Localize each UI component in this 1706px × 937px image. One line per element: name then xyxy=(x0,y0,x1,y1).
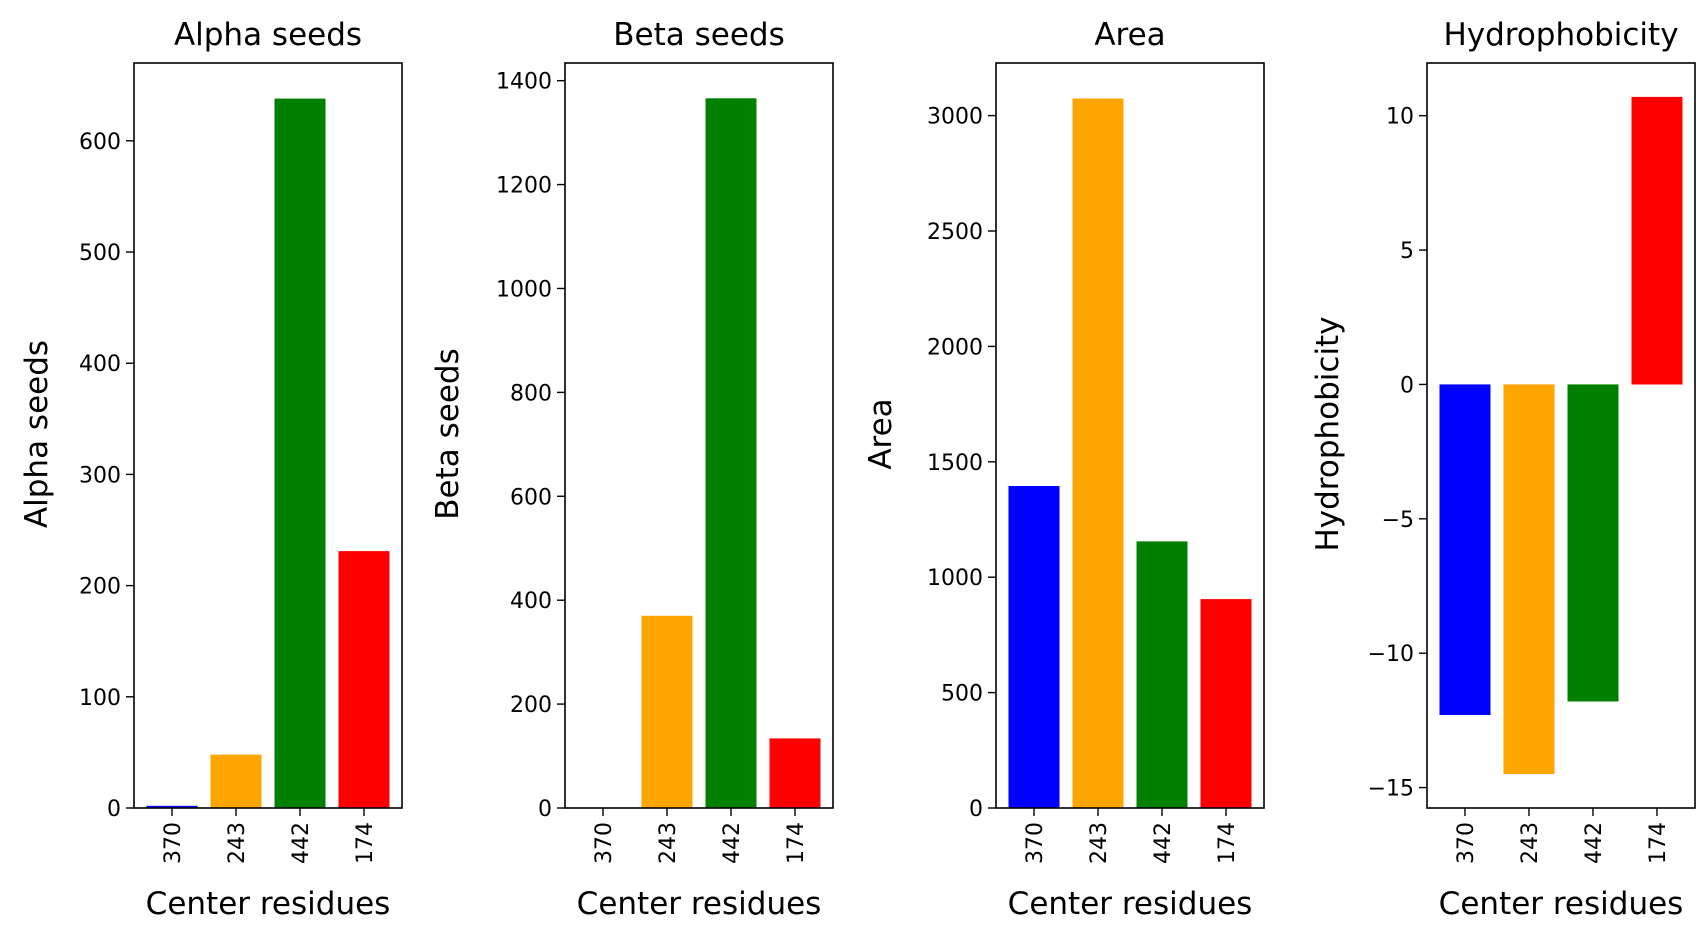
x-tick-label: 370 xyxy=(1454,822,1479,864)
bar-243 xyxy=(1072,98,1124,808)
y-tick-label: 1200 xyxy=(496,174,552,199)
bar-370 xyxy=(1439,384,1491,715)
y-tick-label: 10 xyxy=(1386,105,1414,130)
x-ticks: 370 243 442 174 xyxy=(1454,808,1671,864)
plot-frame xyxy=(1426,62,1696,809)
y-tick-label: 600 xyxy=(510,485,552,510)
subplot-hydrophobicity: Hydrophobicity Hydrophobicity Center res… xyxy=(1310,17,1696,922)
y-tick-label: 200 xyxy=(79,575,121,600)
bar-442 xyxy=(1136,541,1188,808)
y-tick-label: 2000 xyxy=(927,335,983,360)
bar-442 xyxy=(705,98,757,809)
x-ticks: 370 243 442 174 xyxy=(161,808,378,864)
y-ticks: 0 200 400 600 800 1000 1200 1400 xyxy=(496,70,565,822)
x-tick-label: 442 xyxy=(289,822,314,864)
y-ticks: 0 100 200 300 400 500 600 xyxy=(79,130,134,822)
x-axis-label: Center residues xyxy=(1439,886,1684,922)
y-ticks: 0 500 1000 1500 2000 2500 3000 xyxy=(927,105,996,822)
bar-174 xyxy=(1631,96,1683,385)
y-tick-label: −10 xyxy=(1368,642,1414,667)
subplot-title: Alpha seeds xyxy=(174,17,362,53)
bar-group xyxy=(1439,96,1683,775)
y-tick-label: 1500 xyxy=(927,451,983,476)
y-ticks: −15 −10 −5 0 5 10 xyxy=(1368,105,1427,802)
y-tick-label: 0 xyxy=(107,797,121,822)
y-axis-label: Alpha seeds xyxy=(19,340,55,528)
x-tick-label: 442 xyxy=(1151,822,1176,864)
x-tick-label: 442 xyxy=(1582,822,1607,864)
plot-frame xyxy=(133,62,403,809)
x-ticks: 370 243 442 174 xyxy=(592,808,809,864)
y-tick-label: 400 xyxy=(79,352,121,377)
y-tick-label: −15 xyxy=(1368,777,1414,802)
x-tick-label: 370 xyxy=(161,822,186,864)
subplot-title: Beta seeds xyxy=(613,17,784,53)
x-tick-label: 370 xyxy=(1023,822,1048,864)
y-tick-label: 1000 xyxy=(927,566,983,591)
y-tick-label: 3000 xyxy=(927,105,983,130)
y-tick-label: 300 xyxy=(79,463,121,488)
bar-370 xyxy=(1008,486,1060,808)
y-axis-label: Beta seeds xyxy=(430,348,466,519)
y-tick-label: 200 xyxy=(510,693,552,718)
x-tick-label: 442 xyxy=(720,822,745,864)
bar-442 xyxy=(1567,384,1619,702)
x-tick-label: 243 xyxy=(1518,822,1543,864)
y-tick-label: 0 xyxy=(1400,373,1414,398)
y-tick-label: 500 xyxy=(941,682,983,707)
bar-174 xyxy=(769,738,821,808)
x-tick-label: 370 xyxy=(592,822,617,864)
bar-243 xyxy=(1503,384,1555,775)
x-tick-label: 243 xyxy=(1087,822,1112,864)
x-tick-label: 174 xyxy=(353,822,378,864)
x-tick-label: 174 xyxy=(1215,822,1240,864)
plot-frame xyxy=(995,62,1265,809)
bar-442 xyxy=(274,98,326,809)
y-tick-label: 5 xyxy=(1400,239,1414,264)
bar-243 xyxy=(641,615,693,808)
x-tick-label: 174 xyxy=(784,822,809,864)
y-tick-label: 1000 xyxy=(496,277,552,302)
bar-370 xyxy=(146,805,198,808)
bar-174 xyxy=(338,551,390,808)
subplot-title: Area xyxy=(1094,17,1165,53)
subplot-title: Hydrophobicity xyxy=(1443,17,1678,53)
x-tick-label: 243 xyxy=(225,822,250,864)
x-axis-label: Center residues xyxy=(146,886,391,922)
y-axis-label: Area xyxy=(863,398,899,469)
x-tick-label: 243 xyxy=(656,822,681,864)
y-tick-label: 100 xyxy=(79,686,121,711)
y-tick-label: 2500 xyxy=(927,220,983,245)
y-tick-label: 500 xyxy=(79,241,121,266)
y-tick-label: 0 xyxy=(969,797,983,822)
y-tick-label: −5 xyxy=(1382,508,1414,533)
subplot-area: Area Area Center residues 0 500 1000 1500 20… xyxy=(863,17,1265,922)
y-tick-label: 1400 xyxy=(496,70,552,95)
bar-243 xyxy=(210,754,262,808)
x-ticks: 370 243 442 174 xyxy=(1023,808,1240,864)
y-tick-label: 0 xyxy=(538,797,552,822)
subplot-alpha-seeds: Alpha seeds Alpha seeds Center residues … xyxy=(19,17,403,922)
bar-174 xyxy=(1200,599,1252,808)
bar-group xyxy=(641,98,821,809)
plot-frame xyxy=(564,62,834,809)
subplot-beta-seeds: Beta seeds Beta seeds Center residues 0 2… xyxy=(430,17,834,922)
bar-group xyxy=(1008,98,1252,808)
y-axis-label: Hydrophobicity xyxy=(1310,316,1346,551)
x-axis-label: Center residues xyxy=(577,886,822,922)
bar-group xyxy=(146,98,390,809)
y-tick-label: 400 xyxy=(510,589,552,614)
x-axis-label: Center residues xyxy=(1008,886,1253,922)
x-tick-label: 174 xyxy=(1646,822,1671,864)
y-tick-label: 600 xyxy=(79,130,121,155)
y-tick-label: 800 xyxy=(510,381,552,406)
